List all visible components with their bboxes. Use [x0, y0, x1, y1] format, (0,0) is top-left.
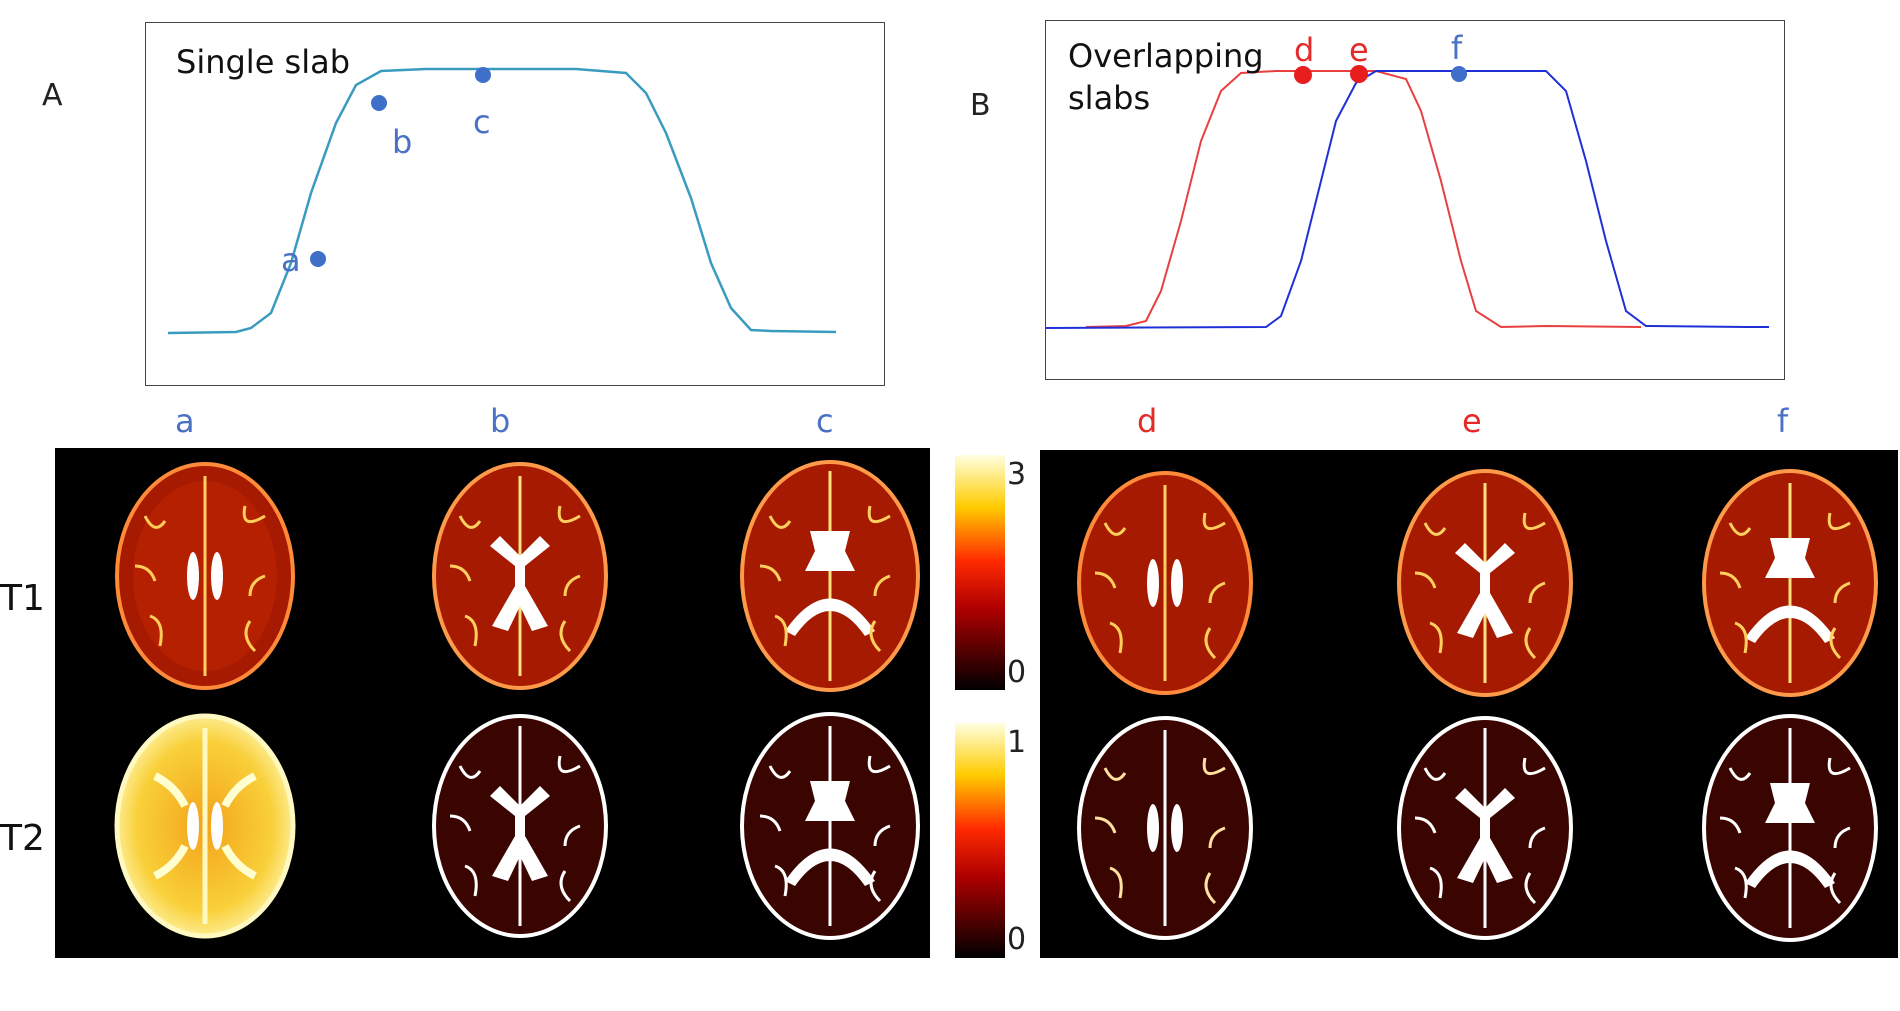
- colorbar-t2: [955, 723, 1005, 958]
- panel-b-label: B: [970, 88, 991, 123]
- point-b-marker: [371, 95, 387, 111]
- maps-panel-single-slab: [55, 448, 930, 958]
- t2-map-f: [1702, 714, 1878, 942]
- colorbar-t1: [955, 455, 1005, 690]
- point-c-marker: [475, 67, 491, 83]
- t2-map-a: [114, 713, 296, 939]
- column-label-b: b: [490, 402, 511, 440]
- colorbar-t1-min: 0: [1007, 655, 1027, 690]
- t2-map-c: [740, 712, 920, 940]
- red-slab-curve: [1085, 70, 1642, 329]
- t2-map-e: [1397, 716, 1573, 940]
- column-label-f: f: [1777, 402, 1789, 440]
- point-b-label: b: [392, 123, 413, 161]
- t1-map-d: [1077, 471, 1253, 695]
- overlapping-slabs-title-line2: slabs: [1068, 79, 1151, 117]
- t1-map-a: [115, 462, 295, 690]
- t1-map-c: [740, 460, 920, 692]
- point-f-marker: [1451, 66, 1467, 82]
- overlapping-slabs-profile: [1046, 65, 1769, 329]
- point-d-marker: [1294, 66, 1312, 84]
- point-a-marker: [310, 251, 326, 267]
- point-e-marker: [1350, 65, 1368, 83]
- overlapping-slabs-plot: Overlapping slabs d e f: [1045, 20, 1785, 380]
- row-label-t2: T2: [0, 818, 45, 859]
- slab-profile-curve: [167, 67, 837, 335]
- colorbar-t1-max: 3: [1007, 457, 1027, 492]
- point-a-label: a: [281, 241, 301, 279]
- colorbar-t2-max: 1: [1007, 725, 1027, 760]
- single-slab-plot: Single slab a b c: [145, 22, 885, 386]
- row-label-t1: T1: [0, 578, 45, 619]
- column-label-e: e: [1462, 402, 1482, 440]
- point-e-label: e: [1349, 31, 1369, 69]
- t1-map-f: [1702, 469, 1878, 697]
- blue-slab-curve: [1046, 70, 1769, 329]
- t1-map-b: [432, 462, 608, 690]
- column-label-c: c: [816, 402, 834, 440]
- overlapping-slabs-title-line1: Overlapping: [1068, 37, 1264, 75]
- single-slab-title: Single slab: [176, 43, 351, 81]
- t2-map-b: [432, 714, 608, 938]
- t1-map-e: [1397, 469, 1573, 697]
- column-label-d: d: [1137, 402, 1158, 440]
- t2-map-d: [1077, 716, 1253, 940]
- point-c-label: c: [473, 103, 491, 141]
- point-f-label: f: [1451, 29, 1463, 67]
- single-slab-profile: [167, 67, 837, 335]
- panel-a-label: A: [42, 78, 63, 113]
- colorbar-t2-min: 0: [1007, 922, 1027, 957]
- column-label-a: a: [175, 402, 195, 440]
- point-d-label: d: [1294, 31, 1315, 69]
- maps-panel-overlapping-slabs: [1040, 450, 1898, 958]
